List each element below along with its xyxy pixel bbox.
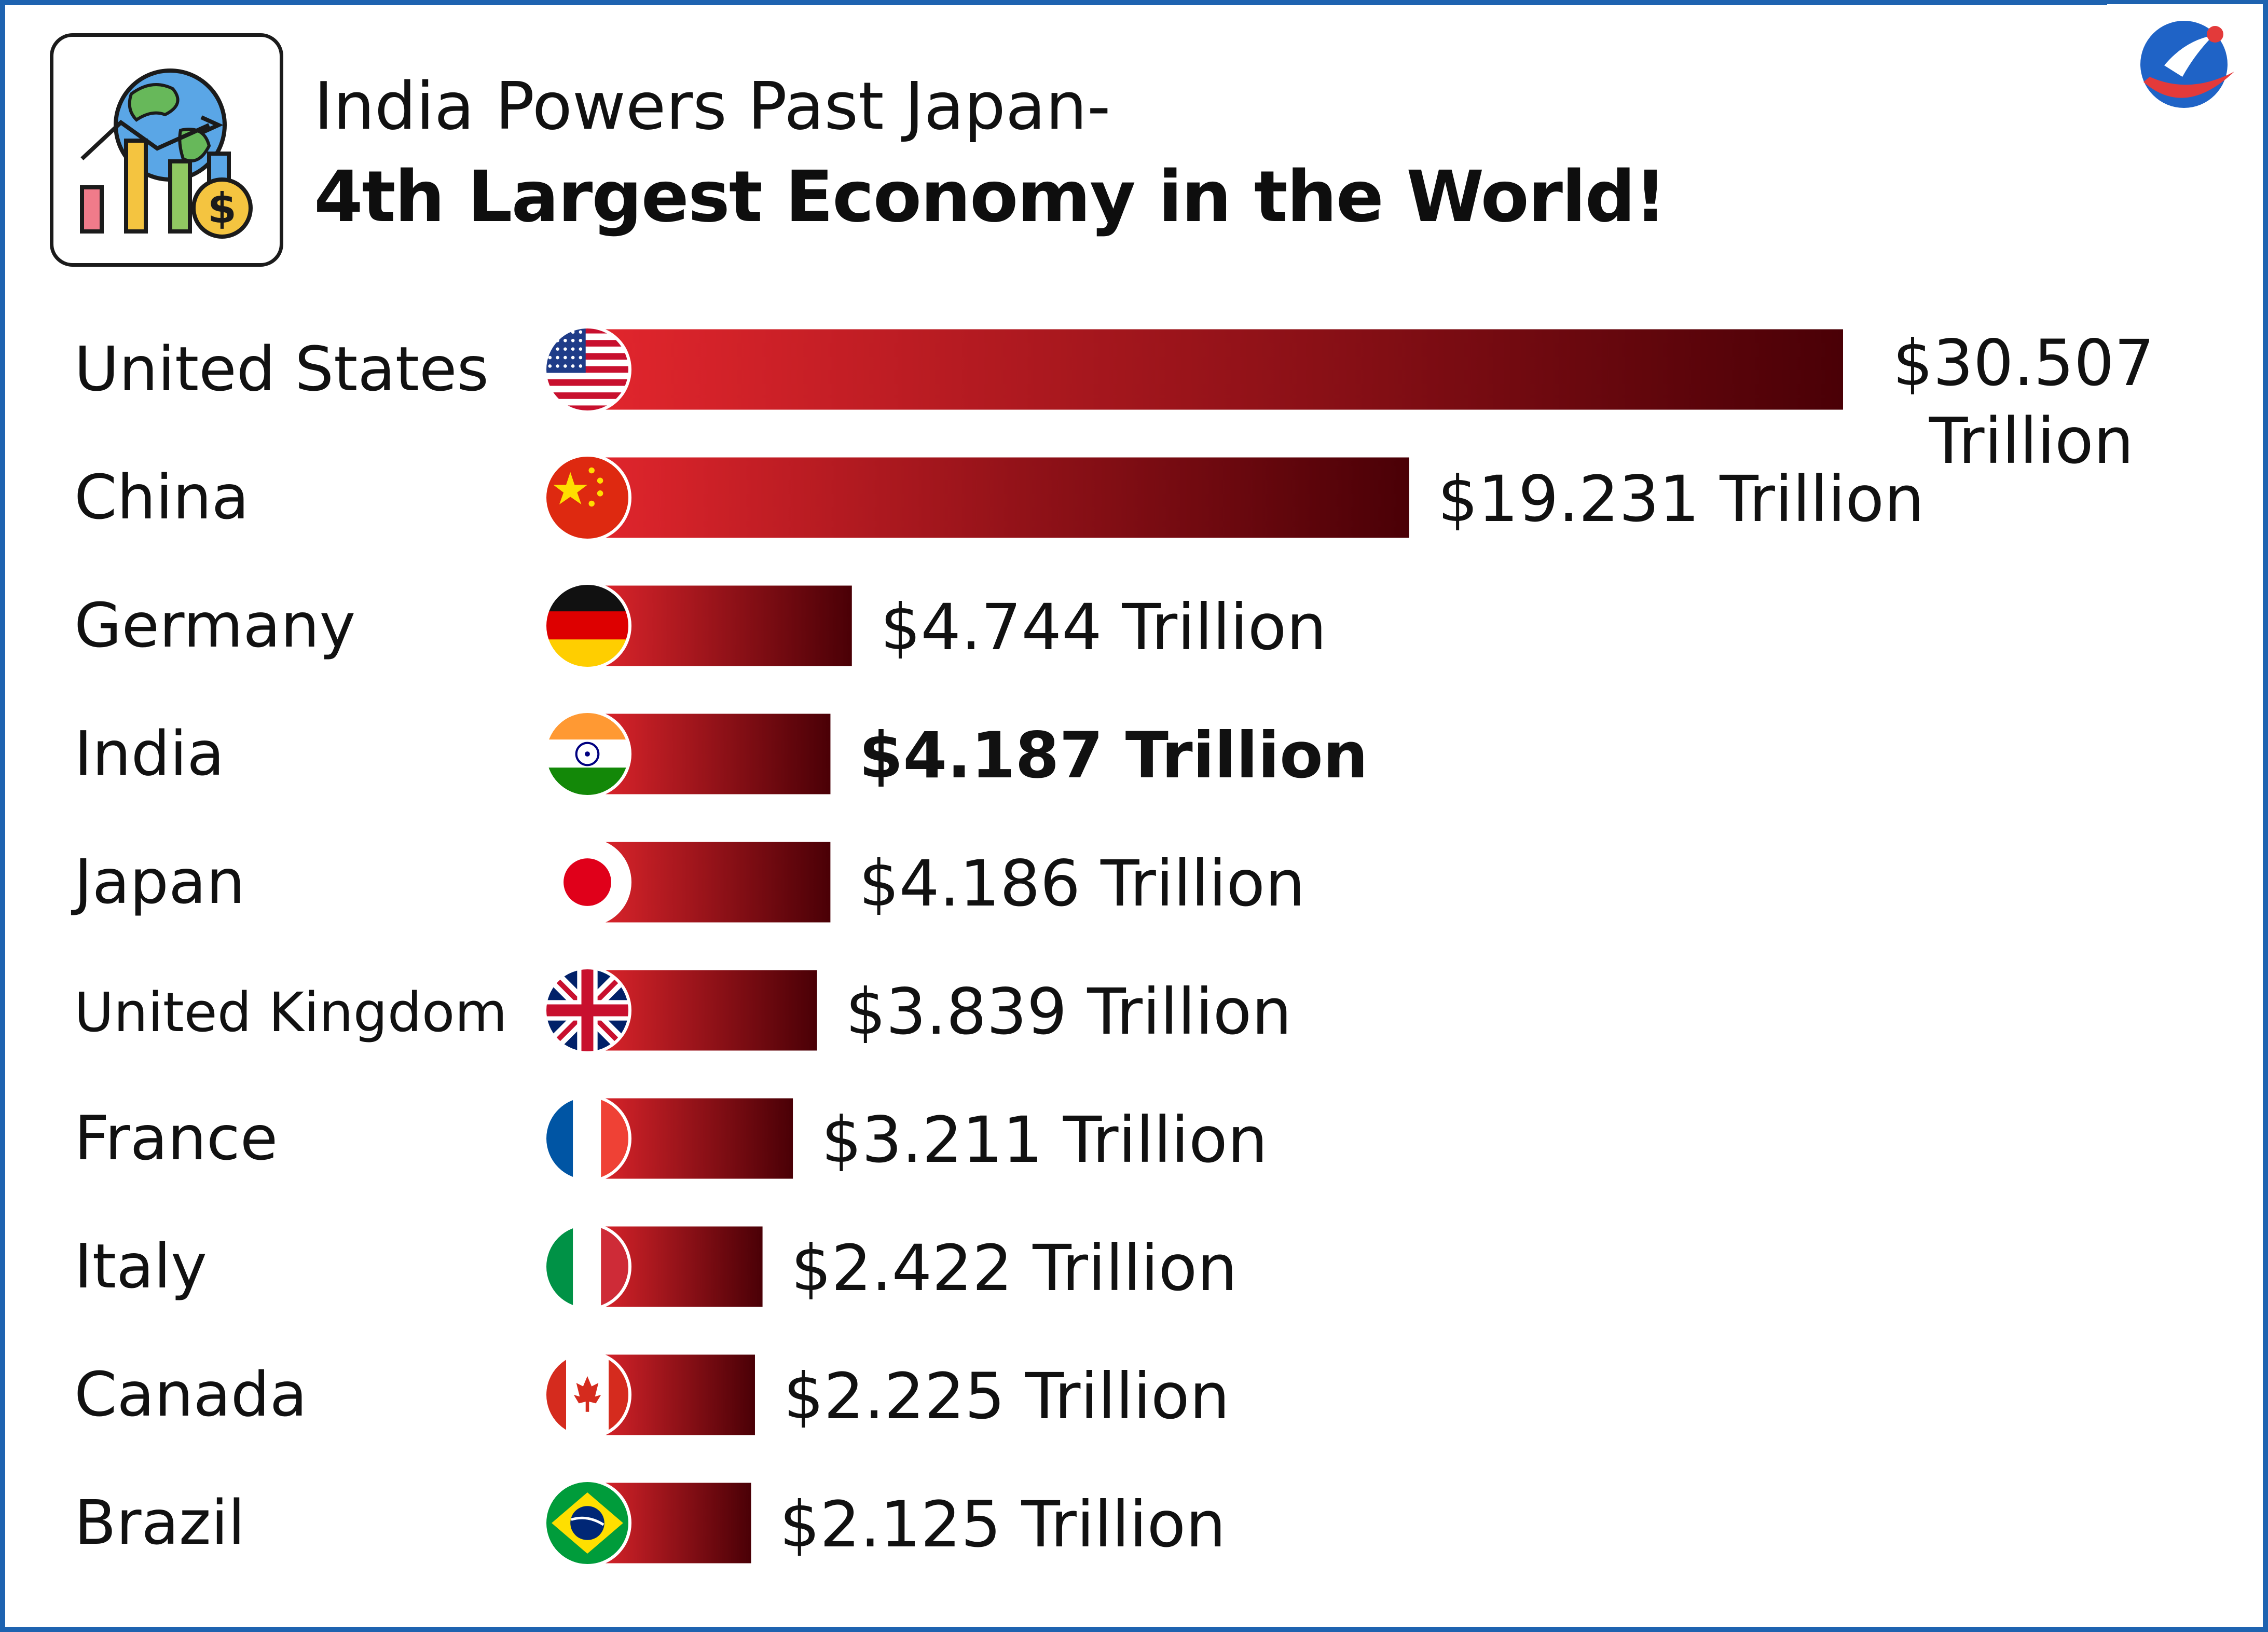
- country-label: Italy: [74, 1230, 207, 1302]
- bar-row: France $3.211 Trillion: [74, 1094, 1268, 1183]
- value-label: $2.225 Trillion: [784, 1360, 1230, 1433]
- bar-row: United States $30.507 Trillion: [74, 325, 2155, 478]
- country-label: Brazil: [74, 1487, 245, 1558]
- india-flag-icon: [543, 710, 631, 798]
- bar-row: China $19.231 Trillion: [74, 454, 1925, 542]
- bar-row: Canada $2.225 Trillion: [74, 1351, 1230, 1439]
- country-label: United Kingdom: [74, 981, 507, 1044]
- value-label: $4.186 Trillion: [859, 847, 1305, 921]
- title-line-1: India Powers Past Japan-: [314, 68, 1111, 144]
- value-label: $30.507 Trillion: [1893, 326, 2155, 478]
- value-label: $19.231 Trillion: [1438, 462, 1925, 536]
- brazil-flag-icon: [543, 1479, 631, 1567]
- country-label: China: [74, 461, 249, 533]
- bar-row: Germany $4.744 Trillion: [74, 582, 1327, 670]
- value-label: $4.744 Trillion: [881, 591, 1327, 664]
- china-flag-icon: [543, 454, 631, 542]
- country-label: Germany: [74, 589, 355, 661]
- value-label: $3.839 Trillion: [846, 975, 1292, 1049]
- country-label: United States: [74, 333, 489, 405]
- country-label: Canada: [74, 1359, 307, 1430]
- value-label-highlight: $4.187 Trillion: [859, 719, 1368, 792]
- italy-flag-icon: [543, 1223, 631, 1311]
- value-label: $3.211 Trillion: [821, 1103, 1268, 1177]
- chart-title: India Powers Past Japan- 4th Largest Eco…: [314, 62, 1667, 244]
- france-flag-icon: [543, 1094, 631, 1183]
- publisher-logo-icon: [2107, 4, 2263, 129]
- svg-text:$: $: [208, 184, 237, 232]
- globe-chart-dollar-icon: $: [50, 33, 283, 267]
- bar: [587, 457, 1409, 538]
- us-flag-icon: [543, 325, 631, 414]
- bar-row: United Kingdom $3.839 Trillion: [74, 966, 1292, 1054]
- uk-flag-icon: [543, 966, 631, 1054]
- bar: [587, 329, 1843, 410]
- bar-row: India $4.187 Trillion: [74, 710, 1368, 798]
- country-label: India: [74, 718, 225, 789]
- japan-flag-icon: [543, 838, 631, 926]
- value-label: $2.125 Trillion: [780, 1488, 1226, 1561]
- country-label: Japan: [71, 846, 245, 917]
- bar-row: Italy $2.422 Trillion: [74, 1223, 1238, 1311]
- bar-row: Japan $4.186 Trillion: [71, 838, 1305, 926]
- canada-flag-icon: [543, 1351, 631, 1439]
- germany-flag-icon: [543, 582, 631, 670]
- value-label: $2.422 Trillion: [791, 1231, 1238, 1305]
- bar-row: Brazil $2.125 Trillion: [74, 1479, 1226, 1567]
- title-line-2: 4th Largest Economy in the World!: [314, 156, 1667, 238]
- country-label: France: [74, 1102, 278, 1174]
